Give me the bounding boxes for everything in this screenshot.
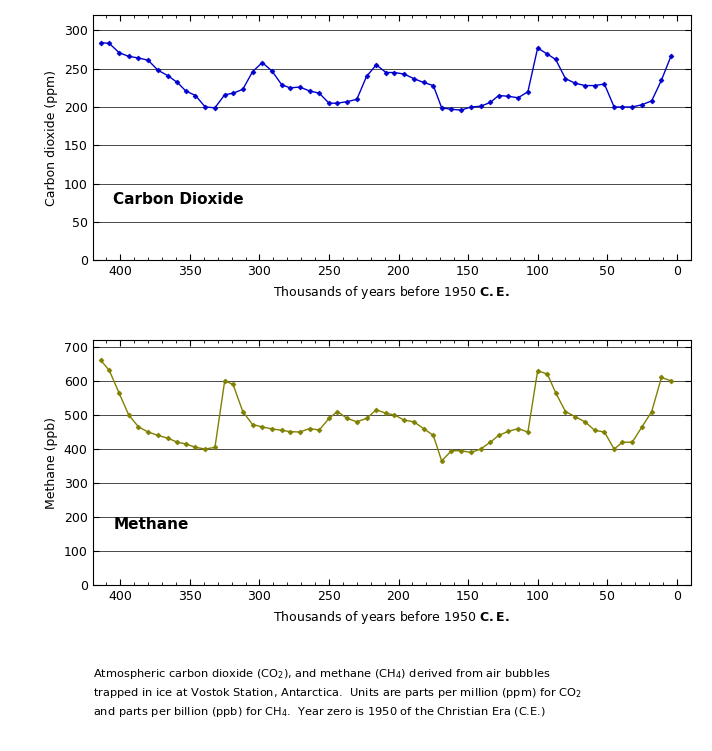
Text: Atmospheric carbon dioxide (CO$_2$), and methane (CH$_4$) derived from air bubbl: Atmospheric carbon dioxide (CO$_2$), and… (93, 667, 582, 719)
Text: Methane: Methane (113, 517, 189, 532)
X-axis label: Thousands of years before 1950 $\mathbf{C.E.}$: Thousands of years before 1950 $\mathbf{… (273, 609, 510, 626)
X-axis label: Thousands of years before 1950 $\mathbf{C.E.}$: Thousands of years before 1950 $\mathbf{… (273, 284, 510, 300)
Y-axis label: Methane (ppb): Methane (ppb) (45, 417, 58, 508)
Text: Carbon Dioxide: Carbon Dioxide (113, 192, 244, 207)
Y-axis label: Carbon dioxide (ppm): Carbon dioxide (ppm) (46, 70, 58, 206)
